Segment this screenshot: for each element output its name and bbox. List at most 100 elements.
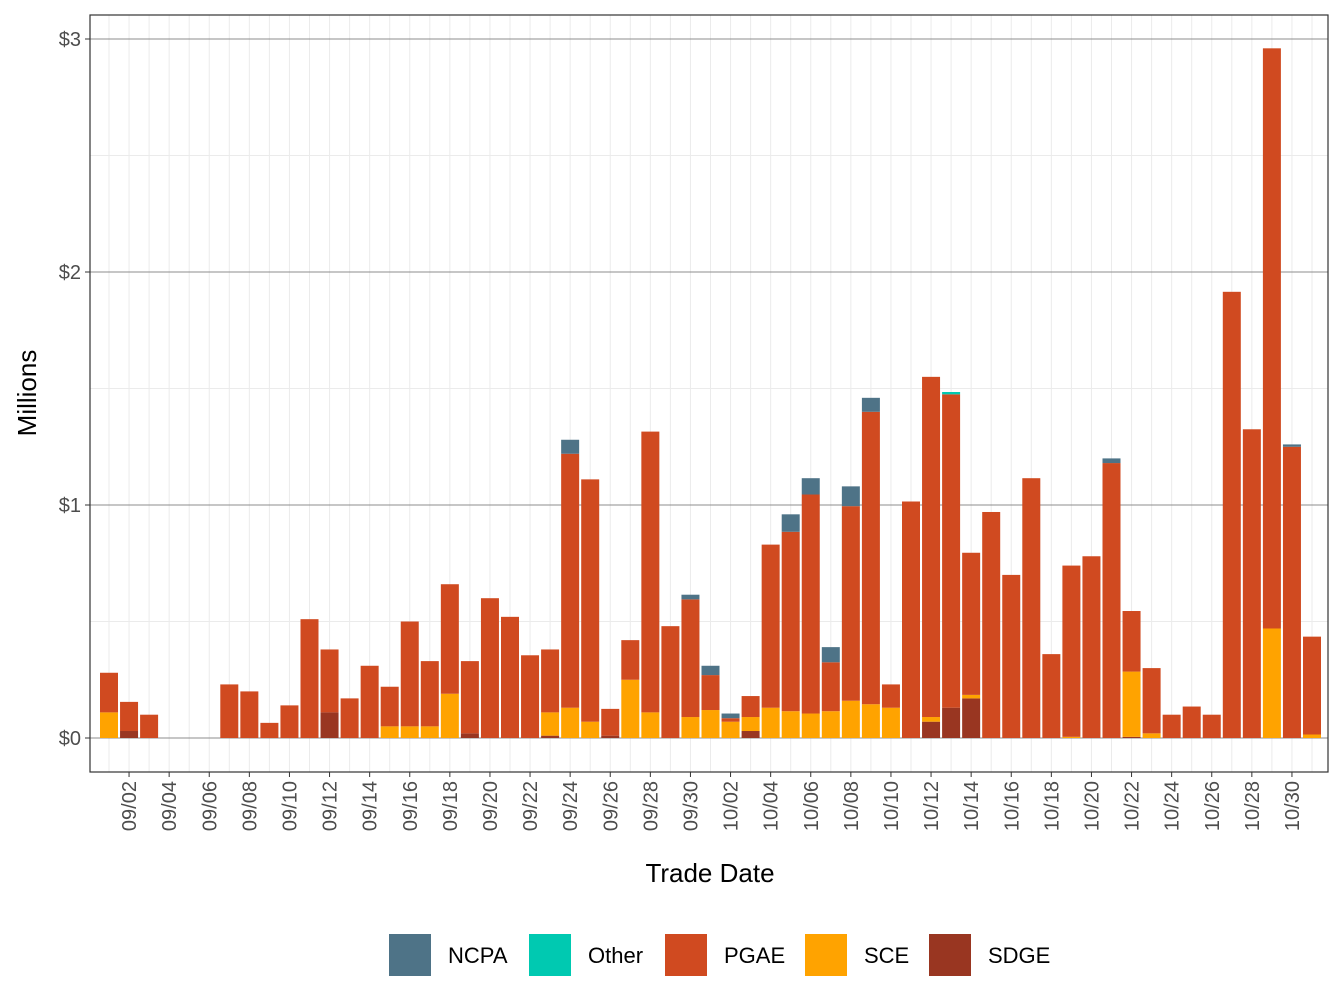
bar-sce-10-08 (841, 700, 860, 738)
x-tick-label: 10/06 (801, 781, 823, 831)
bar-sdge-09-23 (541, 735, 560, 738)
legend-label-sdge: SDGE (988, 943, 1050, 968)
bar-ncpa-09-30 (681, 594, 700, 600)
x-tick-label: 09/12 (320, 781, 342, 831)
bar-pgae-10-08 (841, 506, 860, 701)
x-axis: 09/02 09/04 09/06 09/08 09/10 09/12 09/14 09/16… (119, 772, 1304, 831)
bar-pgae-10-13 (942, 394, 961, 708)
bar-pgae-09-03 (140, 714, 159, 738)
bar-pgae-10-10 (881, 684, 900, 708)
bar-pgae-10-24 (1162, 714, 1181, 738)
bar-ncpa-10-21 (1102, 458, 1121, 464)
bar-sdge-10-03 (741, 731, 760, 738)
bar-sce-09-23 (541, 712, 560, 736)
bar-pgae-10-15 (982, 511, 1001, 738)
x-tick-label: 09/28 (640, 781, 662, 831)
x-tick-label: 09/20 (480, 781, 502, 831)
bar-sce-09-01 (100, 712, 118, 738)
bar-sdge-09-12 (320, 712, 339, 738)
legend-key-sdge (929, 934, 971, 976)
y-tick-label: $0 (59, 728, 81, 750)
legend-label-other: Other (588, 943, 643, 968)
bar-ncpa-10-02 (721, 713, 740, 719)
bar-sce-10-10 (881, 707, 900, 738)
x-tick-label: 10/22 (1122, 781, 1144, 831)
bar-sce-09-17 (420, 726, 439, 738)
bar-pgae-10-17 (1022, 478, 1041, 738)
x-tick-label: 09/04 (159, 781, 181, 831)
bar-sdge-09-02 (120, 731, 139, 738)
y-axis-title: Millions (12, 350, 42, 437)
x-tick-label: 09/30 (680, 781, 702, 831)
bar-sce-10-02 (721, 721, 740, 738)
bar-pgae-10-31 (1303, 636, 1321, 735)
bar-pgae-10-29 (1262, 48, 1281, 629)
bar-sce-10-19 (1062, 736, 1081, 738)
x-tick-label: 10/24 (1162, 781, 1184, 831)
bar-sce-09-15 (380, 726, 399, 738)
bar-pgae-10-09 (861, 411, 880, 705)
legend-key-sce (805, 934, 847, 976)
bars (100, 48, 1321, 738)
bar-sce-10-06 (801, 713, 820, 738)
legend-label-ncpa: NCPA (448, 943, 508, 968)
bar-pgae-09-07 (220, 684, 239, 738)
x-tick-label: 09/22 (520, 781, 542, 831)
x-tick-label: 10/12 (921, 781, 943, 831)
bar-pgae-10-25 (1182, 706, 1201, 738)
bar-pgae-10-20 (1082, 556, 1101, 738)
y-tick-label: $3 (59, 29, 81, 51)
bar-other-10-13 (942, 392, 961, 395)
bar-pgae-10-21 (1102, 463, 1121, 738)
bar-pgae-09-08 (240, 691, 259, 738)
bar-sce-10-05 (781, 711, 800, 738)
x-tick-label: 10/18 (1041, 781, 1063, 831)
bar-sce-10-12 (922, 717, 941, 722)
bar-pgae-09-25 (581, 479, 600, 722)
bar-sce-10-07 (821, 711, 840, 738)
x-tick-label: 10/30 (1282, 781, 1304, 831)
x-tick-label: 09/16 (400, 781, 422, 831)
bar-pgae-10-30 (1282, 446, 1301, 738)
legend: NCPA Other PGAE SCE SDGE (389, 934, 1050, 976)
bar-pgae-10-05 (781, 531, 800, 712)
bar-pgae-09-20 (480, 598, 499, 738)
bar-sce-10-29 (1262, 628, 1281, 738)
bar-pgae-09-17 (420, 661, 439, 727)
bar-pgae-09-16 (400, 621, 419, 727)
bar-pgae-09-27 (621, 640, 640, 680)
bar-sce-10-09 (861, 704, 880, 738)
bar-ncpa-10-08 (841, 486, 860, 507)
x-tick-label: 10/10 (881, 781, 903, 831)
bar-pgae-09-11 (300, 619, 319, 738)
legend-key-pgae (665, 934, 707, 976)
bar-sce-10-14 (962, 694, 981, 699)
bar-pgae-09-02 (120, 701, 139, 732)
bar-pgae-09-13 (340, 698, 359, 738)
bar-ncpa-10-30 (1282, 444, 1301, 447)
bar-ncpa-10-06 (801, 478, 820, 495)
y-tick-label: $2 (59, 262, 81, 284)
bar-pgae-09-26 (601, 708, 620, 736)
x-tick-label: 09/26 (600, 781, 622, 831)
bar-sce-09-24 (561, 707, 580, 738)
bar-pgae-10-27 (1222, 291, 1241, 738)
x-tick-label: 09/14 (360, 781, 382, 831)
bar-ncpa-10-09 (861, 397, 880, 412)
x-tick-label: 10/08 (841, 781, 863, 831)
bar-sdge-09-26 (601, 735, 620, 738)
bar-pgae-09-30 (681, 599, 700, 718)
x-tick-label: 10/02 (721, 781, 743, 831)
bar-pgae-09-23 (541, 649, 560, 713)
bar-sce-10-03 (741, 717, 760, 732)
x-tick-label: 09/24 (560, 781, 582, 831)
bar-pgae-09-10 (280, 705, 299, 738)
bar-pgae-09-01 (100, 672, 118, 713)
bar-sdge-10-22 (1122, 736, 1141, 738)
x-axis-title: Trade Date (645, 858, 774, 888)
x-tick-label: 09/02 (119, 781, 141, 831)
bar-pgae-09-15 (380, 686, 399, 727)
bar-pgae-10-26 (1202, 714, 1221, 738)
